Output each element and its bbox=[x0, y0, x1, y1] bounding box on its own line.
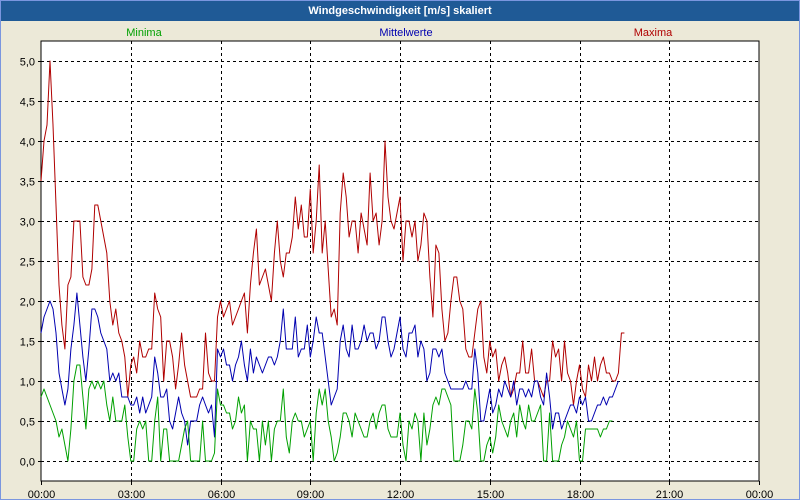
x-tick-time: 00:00 bbox=[746, 489, 774, 499]
legend-mittelwerte: Mittelwerte bbox=[379, 27, 432, 39]
x-axis-ticks: 00:0018.02.0903:0018.02.0906:0018.02.090… bbox=[28, 481, 774, 499]
y-tick-label: 3,5 bbox=[20, 177, 35, 189]
y-tick-label: 2,5 bbox=[20, 257, 35, 269]
x-tick-time: 06:00 bbox=[208, 489, 236, 499]
series-line-minima bbox=[40, 364, 613, 462]
x-tick-time: 12:00 bbox=[387, 489, 415, 499]
series-lines bbox=[40, 60, 625, 462]
y-axis-ticks: 5,0 4,5 4,0 3,5 3,0 2,5 2,0 1,5 1,0 0,5 0,0 bbox=[20, 57, 41, 469]
y-tick-label: 0,0 bbox=[20, 457, 35, 469]
legend-maxima: Maxima bbox=[634, 27, 673, 39]
window-title: Windgeschwindigkeit [m/s] skaliert bbox=[1, 1, 799, 21]
x-tick-time: 21:00 bbox=[656, 489, 684, 499]
x-tick-time: 00:00 bbox=[28, 489, 56, 499]
x-tick-time: 18:00 bbox=[567, 489, 595, 499]
x-tick-time: 15:00 bbox=[477, 489, 505, 499]
legend-minima: Minima bbox=[126, 27, 162, 39]
y-tick-label: 5,0 bbox=[20, 57, 35, 69]
y-tick-label: 4,5 bbox=[20, 97, 35, 109]
x-tick-time: 09:00 bbox=[297, 489, 325, 499]
vertical-gridlines bbox=[131, 41, 670, 481]
series-line-maxima bbox=[40, 60, 625, 406]
series-line-mittelwerte bbox=[40, 292, 619, 446]
y-tick-label: 3,0 bbox=[20, 217, 35, 229]
y-tick-label: 1,5 bbox=[20, 337, 35, 349]
y-tick-label: 4,0 bbox=[20, 137, 35, 149]
y-tick-label: 2,0 bbox=[20, 297, 35, 309]
wind-speed-chart: 5,04,54,03,53,02,52,01,51,00,50,0 00:001… bbox=[20, 27, 774, 499]
y-tick-label: 1,0 bbox=[20, 377, 35, 389]
y-tick-label: 0,5 bbox=[20, 417, 35, 429]
x-tick-time: 03:00 bbox=[118, 489, 146, 499]
